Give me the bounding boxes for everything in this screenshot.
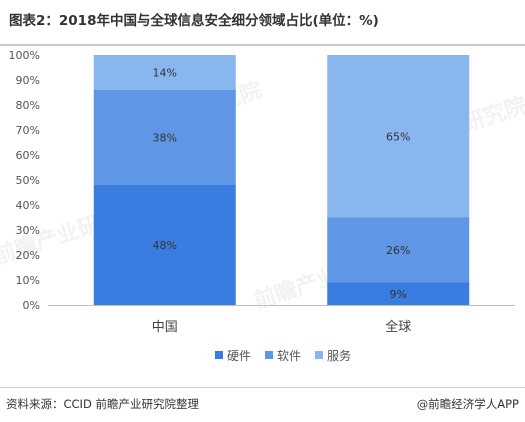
y-tick-label: 100% [9,49,40,62]
y-tick: 90% [16,74,40,87]
data-label: 26% [386,244,410,257]
legend-label: 硬件 [227,349,251,363]
y-tick: 20% [16,249,40,262]
y-tick: 70% [16,124,40,137]
legend-swatch [315,351,323,359]
y-tick: 40% [16,199,40,212]
y-tick: 100% [9,49,40,62]
y-tick: 0% [23,299,40,312]
brand-credit: @前瞻经济学人APP [416,397,519,411]
data-labels: 48% 38% 14% 9% 26% 65% [153,67,411,301]
x-tick-label: 中国 [152,320,178,335]
y-tick: 30% [16,224,40,237]
y-tick: 10% [16,274,40,287]
bar-segment [93,55,236,90]
y-tick-label: 80% [16,99,40,112]
bar-segment [327,55,470,218]
x-tick-label: 全球 [385,319,411,335]
data-label: 38% [153,132,177,145]
x-axis: 中国 全球 [48,305,515,335]
bar-segment [327,217,470,283]
y-tick-label: 40% [16,199,40,212]
bar-segment [327,282,470,305]
legend-swatch [215,351,223,359]
legend: 硬件 软件 服务 [215,348,351,363]
y-tick-label: 20% [16,249,40,262]
legend-label: 服务 [327,348,351,363]
y-tick-label: 50% [16,174,40,187]
legend-swatch [265,351,273,359]
bar-segment [93,90,236,185]
y-tick-label: 0% [23,299,40,312]
stacked-bar-chart: 前瞻产业研究院前瞻产业研究院前瞻产业研究院前瞻产业研究院 0%10%20%30%… [0,49,525,363]
y-tick-label: 30% [16,224,40,237]
data-label: 48% [153,239,177,252]
y-tick: 80% [16,99,40,112]
title-divider [0,44,525,46]
y-tick: 60% [16,149,40,162]
y-tick: 50% [16,174,40,187]
footer-divider [0,387,525,388]
y-tick-label: 10% [16,274,40,287]
bars [93,55,470,305]
bar-segment [93,185,236,305]
data-label: 9% [390,288,407,301]
source-note: 资料来源：CCID 前瞻产业研究院整理 [6,397,199,411]
data-label: 14% [153,67,177,80]
legend-label: 软件 [277,349,301,363]
data-label: 65% [386,130,410,143]
chart-title: 图表2：2018年中国与全球信息安全细分领域占比(单位：%) [9,13,379,29]
y-tick-label: 90% [16,74,40,87]
y-tick-label: 70% [16,124,40,137]
y-tick-label: 60% [16,149,40,162]
y-axis: 0% 10% 20% 30% 40% 50% 60% 70% 80% 90% 100% [9,49,40,312]
